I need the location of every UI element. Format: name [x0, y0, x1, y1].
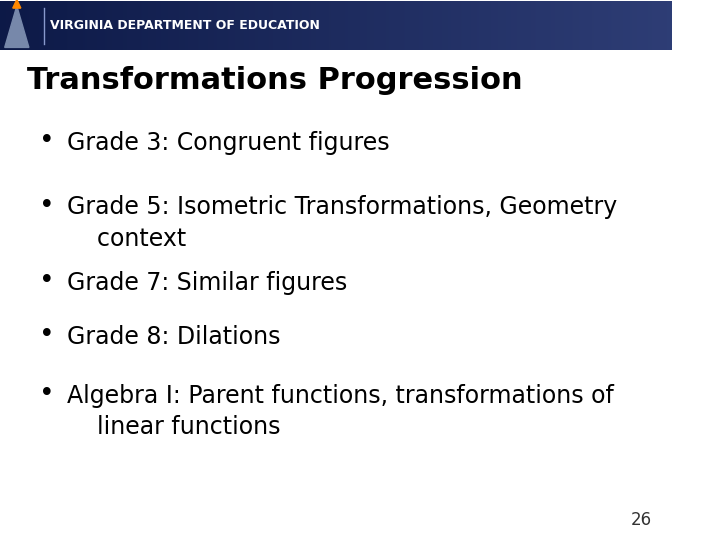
Text: Transformations Progression: Transformations Progression	[27, 66, 523, 95]
Text: VIRGINIA DEPARTMENT OF EDUCATION: VIRGINIA DEPARTMENT OF EDUCATION	[50, 19, 320, 32]
Text: •: •	[39, 128, 55, 154]
Text: Grade 8: Dilations: Grade 8: Dilations	[67, 325, 281, 349]
Text: Algebra I: Parent functions, transformations of
    linear functions: Algebra I: Parent functions, transformat…	[67, 384, 614, 440]
Text: Grade 3: Congruent figures: Grade 3: Congruent figures	[67, 131, 390, 155]
Text: Grade 7: Similar figures: Grade 7: Similar figures	[67, 271, 348, 295]
Text: •: •	[39, 322, 55, 348]
Polygon shape	[13, 0, 21, 8]
Text: Grade 5: Isometric Transformations, Geometry
    context: Grade 5: Isometric Transformations, Geom…	[67, 195, 618, 251]
Text: 26: 26	[631, 511, 652, 529]
Text: •: •	[39, 268, 55, 294]
Text: •: •	[39, 381, 55, 407]
Polygon shape	[5, 6, 29, 48]
Text: •: •	[39, 193, 55, 219]
